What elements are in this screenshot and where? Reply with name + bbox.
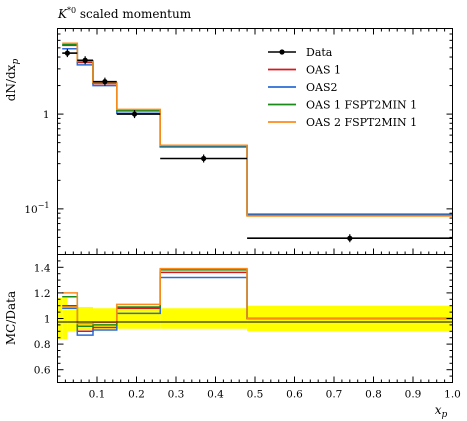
x-tick-label-9: 1.0 [444, 389, 461, 401]
main-series-line-0 [62, 44, 453, 216]
ratio-y-tick-label-2: 1 [44, 314, 51, 326]
ratio-y-tick-label-1: 0.8 [34, 339, 51, 351]
main-y-tick-label-1: 10−1 [24, 201, 49, 216]
legend-label-1: OAS2 [306, 81, 338, 94]
legend: Data OAS 1 OAS2 OAS 1 FSPT2MIN 1 OAS 2 FSPT2… [268, 46, 417, 129]
main-axis-ticks: 1 10−1 [24, 28, 453, 255]
legend-label-3: OAS 2 FSPT2MIN 1 [306, 116, 417, 129]
main-series-line-2 [62, 43, 453, 217]
x-tick-label-0: 0.1 [89, 389, 106, 401]
data-point-0 [64, 50, 70, 56]
x-tick-label-3: 0.4 [207, 389, 224, 401]
main-y-tick-label-0: 1 [43, 109, 50, 121]
main-y-axis-label: dN/dxp [4, 59, 21, 102]
ratio-series-line-3 [62, 267, 453, 325]
x-axis-label: xp [435, 403, 448, 420]
x-tick-label-8: 0.9 [405, 389, 422, 401]
main-plot-frame [57, 28, 453, 255]
ratio-y-axis-label: MC/Data [4, 291, 18, 345]
ratio-y-tick-label-0: 0.6 [34, 365, 51, 377]
legend-data-marker [279, 49, 285, 55]
ratio-band-segment-2 [67, 305, 78, 332]
ratio-y-tick-label-4: 1.4 [34, 262, 51, 274]
ratio-axis-ticks: 0.6 0.8 1 1.2 1.4 0.1 0.2 0.3 0.4 0.5 0.6 0.7 0.8 0.9… [34, 254, 461, 401]
chart-title: K*0 scaled momentum [57, 6, 192, 21]
legend-data-label: Data [306, 46, 333, 59]
ratio-y-tick-label-3: 1.2 [34, 288, 51, 300]
main-plot-series [62, 42, 453, 217]
data-point-4 [201, 155, 207, 162]
main-series-line-1 [62, 47, 453, 215]
x-tick-label-6: 0.7 [326, 389, 343, 401]
x-tick-label-1: 0.2 [128, 389, 145, 401]
x-tick-label-2: 0.3 [168, 389, 185, 401]
main-series-line-3 [62, 42, 453, 217]
legend-label-0: OAS 1 [306, 64, 341, 77]
ratio-band-segment-4 [93, 308, 117, 329]
main-data-points [62, 49, 453, 243]
x-tick-label-5: 0.6 [286, 389, 303, 401]
data-point-1 [82, 57, 88, 63]
ratio-band-segment-6 [160, 308, 248, 329]
x-tick-label-7: 0.8 [365, 389, 382, 401]
x-tick-label-4: 0.5 [247, 389, 264, 401]
data-point-3 [131, 111, 138, 117]
data-point-2 [102, 79, 108, 85]
ratio-band-segment-5 [116, 308, 161, 329]
ratio-band-segment-1 [62, 298, 68, 339]
legend-label-2: OAS 1 FSPT2MIN 1 [306, 99, 417, 112]
data-point-5 [347, 235, 353, 241]
